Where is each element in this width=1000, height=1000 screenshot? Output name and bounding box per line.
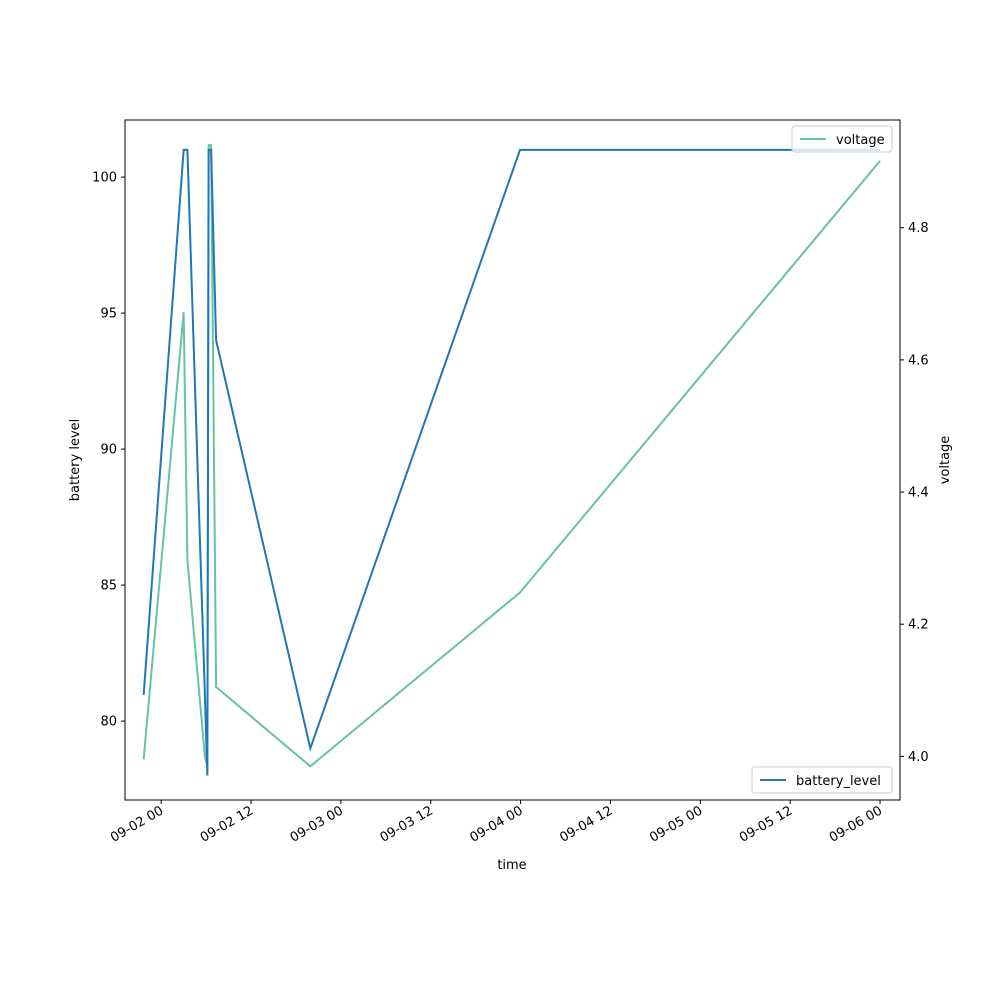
legend-voltage-box xyxy=(791,125,893,153)
series-layer xyxy=(142,144,881,776)
y-left-tick-label: 80 xyxy=(100,715,117,730)
y-right-tick-label: 4.4 xyxy=(908,486,929,501)
legend-battery-level-box xyxy=(751,766,893,794)
x-tick-label: 09-03 00 xyxy=(288,803,346,845)
y-axis-right: 4.0 4.2 4.4 4.6 4.8 xyxy=(900,221,929,765)
series-line-battery-level xyxy=(142,148,881,776)
x-axis: 09-02 00 09-02 12 09-03 00 09-03 12 09-04 00… xyxy=(108,800,885,846)
x-tick-label: 09-05 00 xyxy=(647,803,705,845)
y-left-tick-label: 100 xyxy=(92,171,117,186)
y-axis-left-label: battery level xyxy=(68,419,83,502)
y-left-tick-label: 90 xyxy=(100,443,117,458)
y-left-tick-label: 85 xyxy=(100,579,117,594)
y-right-tick-label: 4.0 xyxy=(908,750,929,765)
x-tick-label: 09-04 12 xyxy=(557,803,615,845)
plot-area xyxy=(125,120,900,800)
plot-frame xyxy=(124,119,901,801)
y-right-tick-label: 4.2 xyxy=(908,618,929,633)
legend-voltage-label: voltage xyxy=(836,133,885,148)
legend-voltage: voltage xyxy=(791,125,893,153)
legend-battery-level-label: battery_level xyxy=(796,774,881,789)
y-left-tick-label: 95 xyxy=(100,307,117,322)
y-axis-left: 80 85 90 95 100 xyxy=(92,171,125,730)
x-tick-label: 09-02 12 xyxy=(198,803,256,845)
x-tick-label: 09-02 00 xyxy=(108,803,166,845)
x-tick-label: 09-03 12 xyxy=(378,803,436,845)
x-tick-label: 09-04 00 xyxy=(467,803,525,845)
y-right-tick-label: 4.6 xyxy=(908,353,929,368)
x-axis-label: time xyxy=(497,858,526,873)
legend-battery-level: battery_level xyxy=(751,766,893,794)
x-tick-label: 09-05 12 xyxy=(737,803,795,845)
y-right-tick-label: 4.8 xyxy=(908,221,929,236)
x-tick-label: 09-06 00 xyxy=(827,803,885,845)
series-line-voltage xyxy=(142,144,881,768)
y-axis-right-label: voltage xyxy=(938,436,953,485)
